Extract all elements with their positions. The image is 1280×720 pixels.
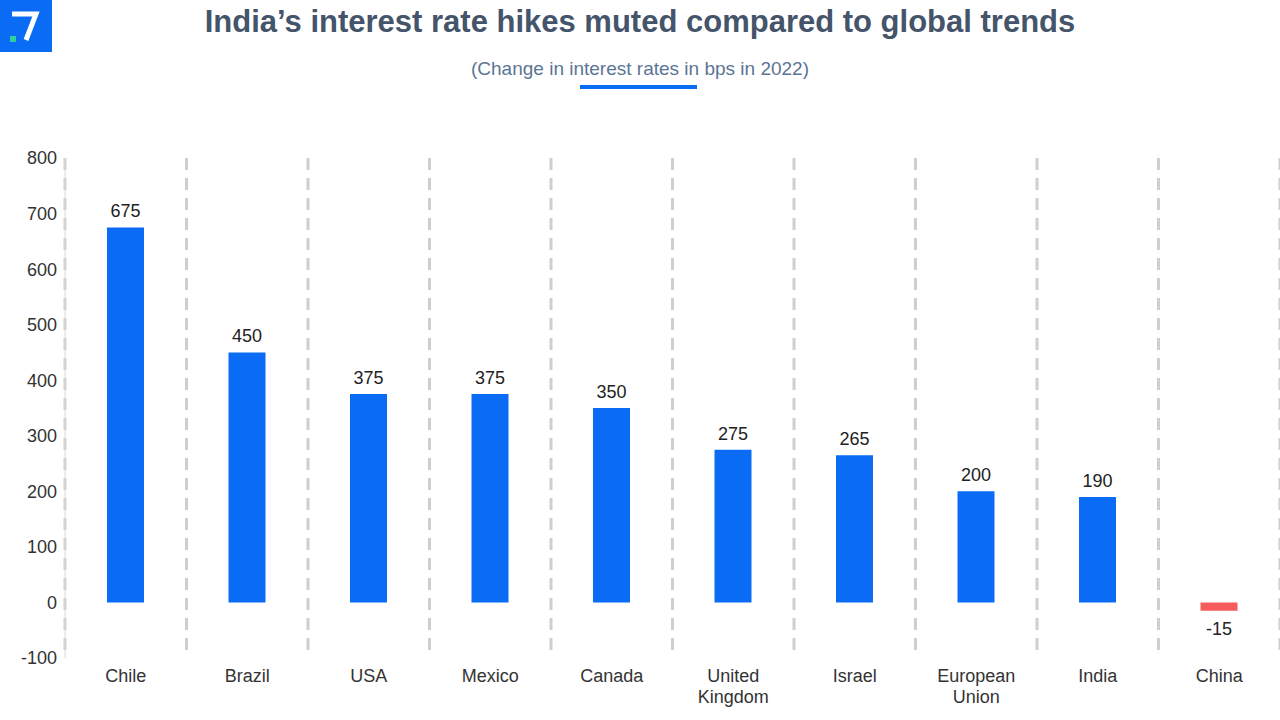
svg-text:India: India: [1078, 666, 1118, 686]
html-text:India’s interest rate hikes mu: India’s interest rate hikes muted compar…: [204, 4, 1076, 39]
svg-text:200: 200: [961, 465, 991, 485]
svg-text:275: 275: [718, 424, 748, 444]
svg-text:0: 0: [47, 593, 57, 613]
svg-text:190: 190: [1082, 471, 1112, 491]
svg-text:700: 700: [27, 204, 57, 224]
svg-text:200: 200: [27, 482, 57, 502]
svg-text:Brazil: Brazil: [225, 666, 270, 686]
svg-text:EuropeanUnion: EuropeanUnion: [937, 666, 1015, 707]
svg-text:USA: USA: [350, 666, 387, 686]
svg-text:350: 350: [596, 382, 626, 402]
svg-text:UnitedKingdom: UnitedKingdom: [698, 666, 769, 707]
svg-text:450: 450: [232, 326, 262, 346]
html-text:(Change in interest rates in b: (Change in interest rates in bps in 2022…: [471, 58, 809, 79]
svg-text:265: 265: [839, 429, 869, 449]
svg-text:300: 300: [27, 426, 57, 446]
svg-text:100: 100: [27, 537, 57, 557]
svg-text:500: 500: [27, 315, 57, 335]
svg-text:Canada: Canada: [580, 666, 644, 686]
svg-text:-100: -100: [21, 648, 57, 668]
svg-text:Mexico: Mexico: [462, 666, 519, 686]
svg-text:600: 600: [27, 260, 57, 280]
svg-text:Israel: Israel: [833, 666, 877, 686]
svg-text:800: 800: [27, 148, 57, 168]
svg-text:400: 400: [27, 371, 57, 391]
svg-text:China: China: [1196, 666, 1244, 686]
svg-text:375: 375: [353, 368, 383, 388]
svg-text:Chile: Chile: [105, 666, 146, 686]
svg-text:375: 375: [475, 368, 505, 388]
svg-text:675: 675: [110, 201, 140, 221]
svg-text:-15: -15: [1206, 619, 1232, 639]
